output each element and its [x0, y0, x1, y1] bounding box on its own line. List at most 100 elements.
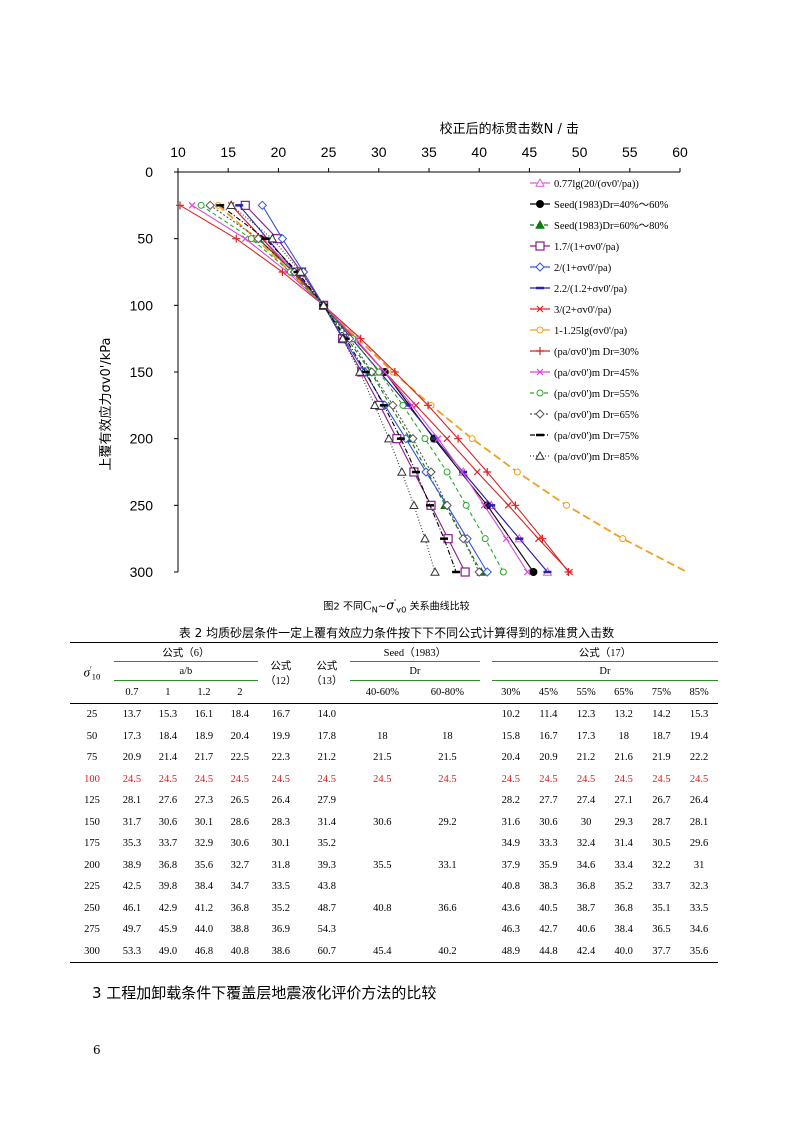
table-cell: 20.4 — [501, 752, 520, 764]
legend-label: (pa/σv0')m Dr=85% — [554, 452, 639, 463]
table-cell: 53.3 — [114, 940, 150, 963]
table-cell: 21.5 — [438, 752, 457, 764]
row-header-sub: 10 — [91, 671, 101, 682]
f17-col: 55% — [567, 680, 605, 704]
spacer-cell — [480, 769, 492, 791]
table-row: 175 35.3 33.7 32.9 30.6 30.1 35.2 34.9 33.3 32.4 3… — [70, 833, 718, 855]
series-line — [238, 204, 548, 573]
table-cell: 29.3 — [614, 816, 633, 828]
table-cell: 30.1 — [194, 816, 214, 828]
data-point — [538, 534, 547, 543]
formula13-header: 公式 （13） — [303, 642, 350, 704]
table-cell: 42.7 — [539, 924, 558, 936]
table-cell: 36.8 — [230, 902, 250, 914]
data-point — [367, 367, 377, 377]
table-cell: 36.5 — [652, 924, 671, 936]
f17-col: 45% — [529, 680, 568, 704]
table-row: 150 31.7 30.6 30.1 28.6 28.3 31.4 30.6 29.2 31.6 3… — [70, 812, 718, 834]
table-row: 75 20.9 21.4 21.7 22.5 22.3 21.2 21.5 21.5 20.4 20… — [70, 747, 718, 769]
table-cell: 35.2 — [614, 881, 633, 893]
table-cell: 46.3 — [501, 924, 520, 936]
data-point — [383, 433, 394, 443]
table-cell: 49.0 — [149, 940, 186, 963]
legend-marker — [535, 450, 545, 460]
x-tick-label: 20 — [271, 144, 287, 160]
table-cell: 40.8 — [221, 940, 258, 963]
data-point — [409, 500, 419, 510]
table-cell: 40.5 — [539, 902, 558, 914]
f17-dr: Dr — [491, 661, 718, 681]
table-cell: 36.8 — [614, 902, 633, 914]
table-cell: 20.4 — [230, 730, 250, 742]
table-cell: 35.2 — [317, 838, 336, 850]
data-point — [267, 233, 278, 243]
table-cell: 38.7 — [576, 902, 596, 914]
data-point — [482, 567, 492, 577]
legend-label: (pa/σv0')m Dr=45% — [554, 368, 639, 379]
table-cell: 41.2 — [194, 902, 214, 914]
table-cell: 15.3 — [158, 709, 178, 721]
table-cell: 19.9 — [271, 730, 290, 742]
table-cell: 44.8 — [529, 940, 568, 963]
table-cell: 38.8 — [230, 924, 250, 936]
table-cell: 24.5 — [689, 773, 709, 785]
table-cell: 31.6 — [501, 816, 520, 828]
table-cell: 49.7 — [122, 924, 142, 936]
legend-marker — [536, 326, 544, 334]
figure-caption-prefix: 图2 不同 — [323, 601, 363, 613]
row-stress-cell: 25 — [86, 709, 98, 721]
y-tick-label: 150 — [130, 364, 154, 380]
table-cell — [415, 790, 480, 812]
table-cell: 33.7 — [652, 881, 671, 893]
table-row: 100 24.5 24.5 24.5 24.5 24.5 24.5 24.5 24.5 24.5 2… — [70, 769, 718, 791]
table-cell: 27.9 — [317, 795, 336, 807]
table-cell: 28.3 — [271, 816, 290, 828]
table-cell: 30.5 — [652, 838, 671, 850]
legend-label: (pa/σv0')m Dr=30% — [554, 347, 639, 358]
data-point — [420, 533, 430, 543]
table-cell: 42.5 — [122, 881, 142, 893]
row-stress-cell: 200 — [84, 859, 100, 871]
spacer-cell — [480, 726, 492, 748]
row-stress-cell: 225 — [84, 881, 100, 893]
f17-col: 65% — [604, 680, 643, 704]
row-header-sigma: σ — [83, 664, 91, 680]
table-cell: 21.5 — [373, 752, 392, 764]
data-point — [197, 201, 205, 209]
table-cell: 28.1 — [122, 795, 142, 807]
x-tick-label: 40 — [471, 144, 487, 160]
table-cell: 20.9 — [122, 752, 142, 764]
figure-caption-suffix: 关系曲线比较 — [409, 601, 470, 613]
table-cell: 21.9 — [652, 752, 671, 764]
section-title: 3 工程加卸载条件下覆盖层地震液化评价方法的比较 — [92, 984, 437, 1002]
data-table: σ'10 公式（6） 公式 （12） 公式 （13） Seed（1983） 公式… — [70, 642, 718, 963]
table-cell: 36.9 — [271, 924, 290, 936]
table-cell: 33.1 — [438, 859, 457, 871]
spacer-cell — [480, 833, 492, 855]
data-point — [354, 366, 365, 376]
data-point — [397, 466, 407, 476]
legend-marker — [535, 241, 545, 251]
data-point — [434, 435, 442, 443]
table-cell: 26.4 — [689, 795, 709, 807]
figure-caption: 图2 不同CN~σ'v0 关系曲线比较 — [0, 597, 793, 614]
x-tick-label: 30 — [371, 144, 387, 160]
formula13-line1: 公式 — [316, 661, 338, 672]
row-stress-cell: 175 — [84, 838, 100, 850]
table-cell — [415, 876, 480, 898]
figure-caption-v0-sub: v0 — [396, 604, 407, 615]
table-cell: 21.6 — [614, 752, 633, 764]
f17-col: 85% — [680, 680, 718, 704]
table-cell: 20.9 — [539, 752, 558, 764]
table-cell: 40.2 — [414, 940, 480, 963]
data-point — [473, 468, 481, 476]
table-cell: 16.1 — [194, 709, 214, 721]
legend-marker — [536, 305, 544, 313]
table-cell: 36.6 — [438, 902, 457, 914]
table-cell: 30.6 — [373, 816, 392, 828]
spacer-cell — [479, 940, 492, 963]
table-cell: 24.5 — [539, 773, 558, 785]
row-stress-cell: 150 — [84, 816, 100, 828]
series-line — [230, 204, 548, 573]
table-cell: 10.2 — [501, 709, 520, 721]
